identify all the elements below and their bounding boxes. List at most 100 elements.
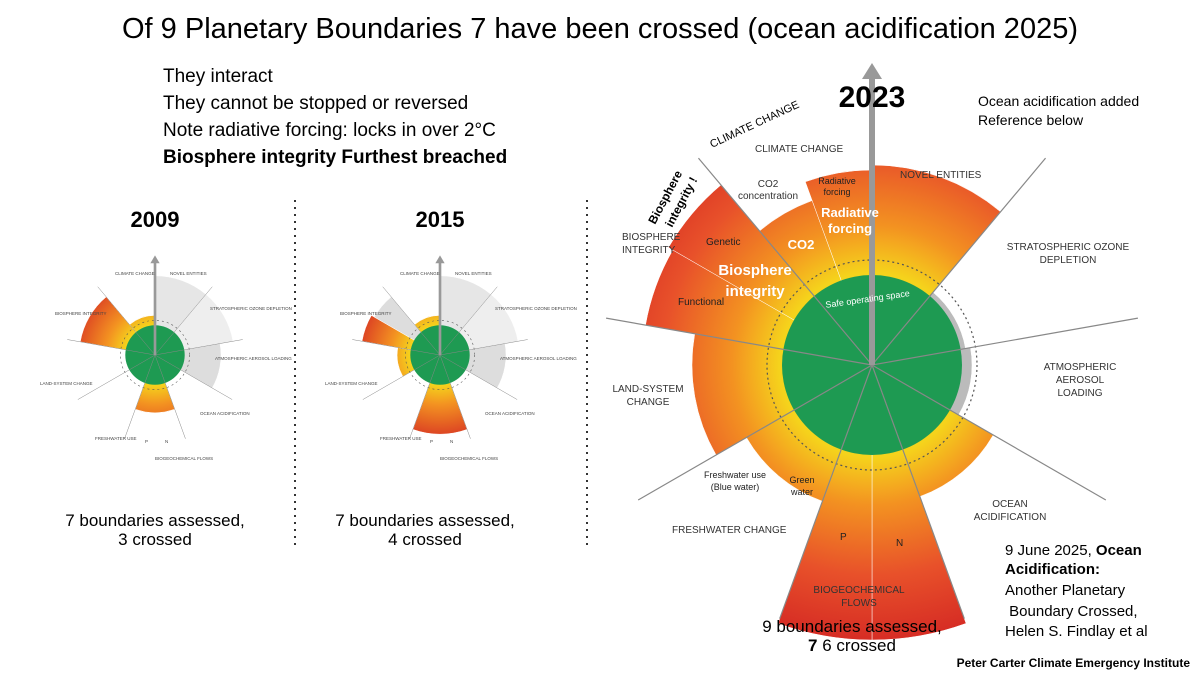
small-label: BIOSPHERE INTEGRITY bbox=[340, 311, 392, 316]
ray bbox=[439, 339, 528, 356]
label: OCEAN bbox=[992, 499, 1028, 510]
ray bbox=[67, 339, 156, 356]
caption: 3 crossed bbox=[118, 530, 192, 549]
ray bbox=[439, 286, 498, 356]
ray bbox=[697, 157, 873, 366]
note: Note radiative forcing: locks in over 2°… bbox=[163, 120, 496, 141]
reference: Another Planetary bbox=[1005, 582, 1126, 599]
label: Radiative bbox=[818, 176, 856, 186]
label: P bbox=[840, 532, 847, 543]
overlay: forcing bbox=[828, 221, 872, 236]
caption: 4 crossed bbox=[388, 530, 462, 549]
ray bbox=[871, 364, 965, 619]
ray bbox=[871, 317, 1139, 366]
ray bbox=[637, 364, 873, 501]
boundary-circle bbox=[120, 320, 190, 390]
small-label: NOVEL ENTITIES bbox=[455, 271, 492, 276]
caption: 7 boundaries assessed, bbox=[335, 511, 515, 530]
label: AEROSOL bbox=[1056, 375, 1105, 386]
small-label: CLIMATE CHANGE bbox=[400, 271, 440, 276]
ray bbox=[362, 354, 441, 400]
ray bbox=[154, 286, 213, 356]
small-label: STRATOSPHERIC OZONE DEPLETION bbox=[495, 306, 577, 311]
label: CLIMATE CHANGE bbox=[708, 99, 801, 151]
label: Genetic bbox=[706, 237, 740, 248]
boundary-circle bbox=[405, 320, 475, 390]
caption: 7 boundaries assessed, bbox=[65, 511, 245, 530]
ray bbox=[77, 354, 156, 400]
label: CO2 bbox=[758, 179, 779, 190]
small-label: ATMOSPHERIC AEROSOL LOADING bbox=[500, 356, 577, 361]
credit: Peter Carter Climate Emergency Institute bbox=[957, 656, 1191, 670]
label: ACIDIFICATION bbox=[974, 512, 1047, 523]
overlay: integrity bbox=[725, 283, 785, 300]
label: CHANGE bbox=[627, 397, 670, 408]
note: They cannot be stopped or reversed bbox=[163, 93, 468, 114]
year: 2009 bbox=[131, 207, 180, 232]
ray bbox=[154, 354, 233, 400]
label: Freshwater use bbox=[704, 470, 766, 480]
side-note: Reference below bbox=[978, 112, 1084, 128]
boundary-circle bbox=[766, 259, 978, 471]
small-label: NOVEL ENTITIES bbox=[170, 271, 207, 276]
label: water bbox=[790, 487, 813, 497]
ray bbox=[382, 286, 441, 356]
small-label: BIOGEOCHEMICAL FLOWS bbox=[440, 456, 498, 461]
ray bbox=[97, 286, 156, 356]
reference: Helen S. Findlay et al bbox=[1005, 623, 1148, 640]
note: They interact bbox=[163, 66, 274, 87]
title: Of 9 Planetary Boundaries 7 have been cr… bbox=[122, 13, 1078, 45]
label: Green bbox=[789, 475, 814, 485]
ray bbox=[352, 339, 441, 356]
label: Functional bbox=[678, 297, 724, 308]
label: ATMOSPHERIC bbox=[1044, 362, 1117, 373]
overlay: Radiative bbox=[821, 205, 879, 220]
label: forcing bbox=[823, 187, 850, 197]
label: DEPLETION bbox=[1040, 255, 1097, 266]
label: NOVEL ENTITIES bbox=[900, 170, 982, 181]
reference-date: 9 June 2025, bbox=[1005, 542, 1096, 559]
ray bbox=[409, 354, 441, 439]
small-label: STRATOSPHERIC OZONE DEPLETION bbox=[210, 306, 292, 311]
label: N bbox=[896, 538, 903, 549]
label: FLOWS bbox=[841, 598, 877, 609]
small-label: BIOSPHERE INTEGRITY bbox=[55, 311, 107, 316]
small-label: OCEAN ACIDIFICATION bbox=[200, 411, 250, 416]
ray bbox=[154, 339, 243, 356]
small-label: N bbox=[450, 439, 453, 444]
label: (Blue water) bbox=[711, 482, 760, 492]
small-label: FRESHWATER USE bbox=[95, 436, 137, 441]
label: BIOGEOCHEMICAL bbox=[813, 585, 905, 596]
small-label: N bbox=[165, 439, 168, 444]
note: Biosphere integrity Furthest breached bbox=[163, 147, 507, 168]
ray bbox=[779, 364, 873, 619]
ray bbox=[439, 354, 471, 439]
overlay: Biosphere bbox=[718, 262, 791, 279]
reference: 9 June 2025, Ocean bbox=[1005, 542, 1142, 559]
small-label: CLIMATE CHANGE bbox=[115, 271, 155, 276]
reference-bold: Ocean bbox=[1096, 542, 1142, 559]
diagrams: CLIMATE CHANGE NOVEL ENTITIES STRATOSPHERI… bbox=[40, 63, 1139, 641]
ray bbox=[605, 317, 873, 366]
ray bbox=[154, 354, 186, 439]
label: concentration bbox=[738, 191, 798, 202]
small-label: BIOGEOCHEMICAL FLOWS bbox=[155, 456, 213, 461]
small-label: OCEAN ACIDIFICATION bbox=[485, 411, 535, 416]
ray bbox=[871, 364, 1107, 501]
small-label: LAND-SYSTEM CHANGE bbox=[325, 381, 378, 386]
label: FRESHWATER CHANGE bbox=[672, 525, 787, 536]
reference: Acidification: bbox=[1005, 561, 1100, 578]
year: 2015 bbox=[416, 207, 465, 232]
label: LOADING bbox=[1057, 388, 1102, 399]
ray bbox=[871, 157, 1047, 366]
arrow-head bbox=[435, 255, 445, 264]
arrow-head bbox=[150, 255, 160, 264]
arrow-head bbox=[862, 63, 882, 79]
label: STRATOSPHERIC OZONE bbox=[1007, 242, 1130, 253]
caption-bold: 7 bbox=[808, 636, 817, 655]
small-label: LAND-SYSTEM CHANGE bbox=[40, 381, 93, 386]
small-label: P bbox=[145, 439, 148, 444]
label: BIOSPHERE bbox=[622, 232, 681, 243]
label: LAND-SYSTEM bbox=[612, 384, 683, 395]
